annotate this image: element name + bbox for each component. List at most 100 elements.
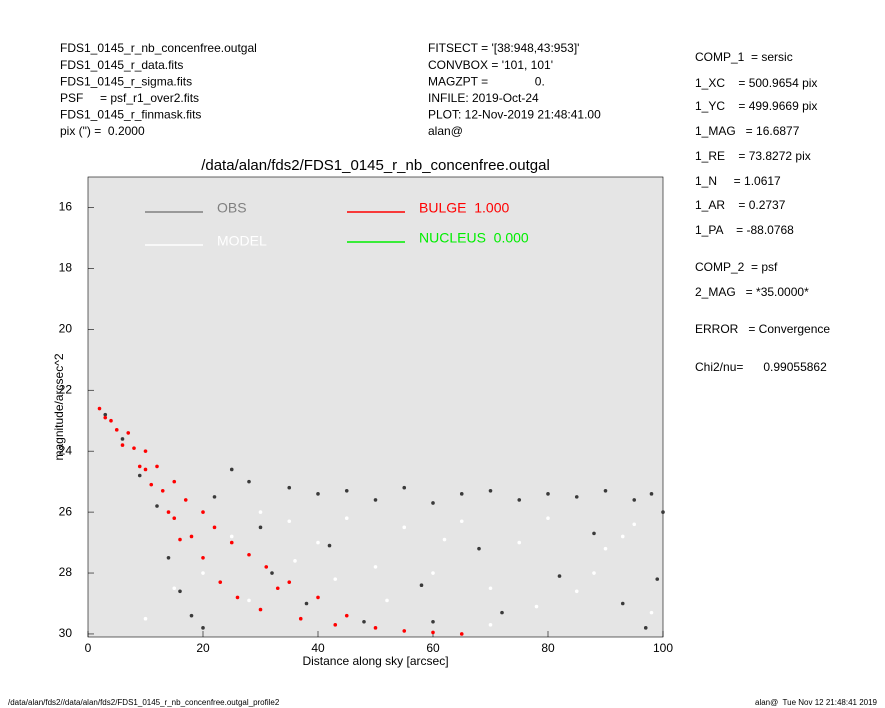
data-point bbox=[373, 565, 378, 569]
y-tick-label: 24 bbox=[59, 443, 73, 457]
data-point bbox=[385, 598, 389, 603]
x-tick-label: 0 bbox=[85, 641, 92, 655]
data-point bbox=[258, 510, 263, 514]
legend-label: BULGE 1.000 bbox=[419, 200, 509, 216]
data-point bbox=[344, 613, 349, 618]
data-point bbox=[402, 485, 407, 490]
param-line: 1_YC = 499.9669 pix bbox=[695, 99, 817, 113]
y-tick-label: 18 bbox=[59, 261, 73, 275]
data-point bbox=[258, 607, 263, 612]
y-tick-label: 28 bbox=[59, 565, 73, 579]
data-point bbox=[109, 418, 113, 423]
header-line: FDS1_0145_r_finmask.fits bbox=[60, 108, 201, 122]
data-point bbox=[517, 498, 522, 502]
param-line: 1_XC = 500.9654 pix bbox=[695, 76, 817, 90]
data-point bbox=[459, 492, 464, 496]
data-point bbox=[189, 534, 194, 539]
data-point bbox=[201, 555, 205, 560]
data-point bbox=[247, 479, 251, 484]
header-line: PLOT: 12-Nov-2019 21:48:41.00 bbox=[428, 108, 601, 122]
data-point bbox=[258, 525, 263, 530]
data-point bbox=[344, 516, 349, 520]
data-point bbox=[643, 626, 648, 630]
param-line: COMP_2 = psf bbox=[695, 260, 778, 274]
header-line: CONVBOX = '101, 101' bbox=[428, 58, 553, 72]
data-point bbox=[120, 437, 125, 441]
data-point bbox=[247, 552, 251, 557]
data-point bbox=[488, 488, 493, 493]
y-tick-label: 26 bbox=[59, 504, 73, 518]
y-tick-label: 30 bbox=[59, 626, 73, 640]
data-point bbox=[229, 467, 234, 472]
legend-label: MODEL bbox=[217, 233, 267, 249]
data-point bbox=[344, 488, 349, 493]
data-point bbox=[103, 415, 108, 420]
data-point bbox=[137, 464, 142, 469]
data-point bbox=[166, 510, 171, 514]
data-point bbox=[327, 543, 332, 548]
chart-title: /data/alan/fds2/FDS1_0145_r_nb_concenfre… bbox=[201, 157, 550, 174]
data-point bbox=[402, 629, 407, 633]
param-line: 1_MAG = 16.6877 bbox=[695, 124, 800, 138]
data-point bbox=[137, 473, 142, 478]
data-point bbox=[632, 498, 637, 502]
data-point bbox=[189, 613, 194, 618]
y-axis-label: magnitude/arcsec^2 bbox=[52, 353, 66, 460]
data-point bbox=[500, 610, 504, 615]
param-line: ERROR = Convergence bbox=[695, 322, 830, 336]
data-point bbox=[661, 510, 665, 514]
data-point bbox=[201, 626, 205, 630]
data-point bbox=[620, 534, 625, 539]
data-point bbox=[160, 488, 165, 493]
x-tick-label: 80 bbox=[541, 641, 555, 655]
footer-right: alan@ Tue Nov 12 21:48:41 2019 bbox=[755, 698, 878, 707]
data-point bbox=[212, 495, 217, 499]
data-point bbox=[143, 449, 148, 453]
data-point bbox=[287, 519, 292, 524]
data-point bbox=[172, 479, 177, 484]
header-line: alan@ bbox=[428, 124, 463, 138]
footer-left: /data/alan/fds2//data/alan/fds2/FDS1_014… bbox=[8, 698, 280, 707]
data-point bbox=[293, 559, 297, 563]
header-line: PSF = psf_r1_over2.fits bbox=[60, 91, 199, 105]
data-point bbox=[620, 601, 625, 606]
data-point bbox=[333, 577, 338, 581]
param-line: 2_MAG = *35.0000* bbox=[695, 285, 809, 299]
param-line: 1_RE = 73.8272 pix bbox=[695, 149, 811, 163]
param-line: Chi2/nu= 0.99055862 bbox=[695, 360, 827, 374]
data-point bbox=[574, 495, 579, 499]
y-tick-label: 16 bbox=[59, 200, 73, 214]
header-line: FDS1_0145_r_nb_concenfree.outgal bbox=[60, 41, 257, 55]
data-point bbox=[488, 586, 493, 591]
data-point bbox=[316, 595, 320, 600]
x-tick-label: 40 bbox=[311, 641, 325, 655]
data-point bbox=[557, 574, 562, 578]
data-point bbox=[477, 546, 481, 551]
data-point bbox=[333, 623, 338, 627]
data-point bbox=[362, 619, 366, 624]
param-line: 1_N = 1.0617 bbox=[695, 174, 781, 188]
data-point bbox=[592, 571, 596, 575]
data-point bbox=[649, 492, 654, 496]
data-point bbox=[459, 632, 464, 636]
param-line: COMP_1 = sersic bbox=[695, 50, 793, 64]
data-point bbox=[143, 616, 148, 621]
data-point bbox=[419, 583, 424, 588]
data-point bbox=[649, 610, 654, 615]
data-point bbox=[212, 525, 217, 530]
data-point bbox=[218, 580, 223, 584]
data-point bbox=[178, 537, 182, 542]
y-tick-label: 22 bbox=[59, 382, 73, 396]
data-point bbox=[488, 623, 493, 627]
data-point bbox=[103, 412, 108, 417]
data-point bbox=[183, 498, 188, 502]
param-line: 1_PA = -88.0768 bbox=[695, 223, 794, 237]
data-point bbox=[178, 589, 182, 594]
data-point bbox=[126, 431, 131, 435]
param-line: 1_AR = 0.2737 bbox=[695, 198, 786, 212]
data-point bbox=[431, 619, 435, 624]
x-tick-label: 20 bbox=[196, 641, 210, 655]
data-point bbox=[431, 501, 435, 505]
